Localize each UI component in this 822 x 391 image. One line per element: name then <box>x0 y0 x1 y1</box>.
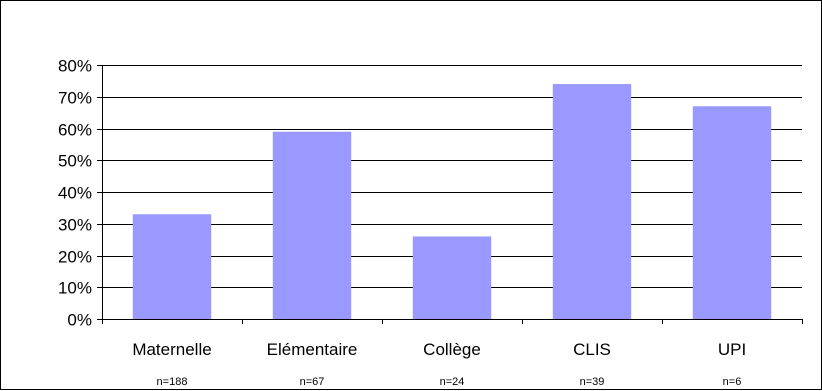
y-tick-label: 50% <box>58 152 92 171</box>
sample-size-label: n=24 <box>440 376 465 388</box>
y-tick-label: 0% <box>67 311 92 330</box>
y-tick-label: 40% <box>58 184 92 203</box>
y-tick-label: 60% <box>58 121 92 140</box>
x-category-label: Elémentaire <box>267 340 358 359</box>
bar-elémentaire <box>272 131 352 319</box>
sample-size-label: n=188 <box>157 376 188 388</box>
x-category-label: Collège <box>423 340 481 359</box>
bars <box>132 84 772 320</box>
axes <box>97 65 803 324</box>
labels: 0% 10% 20% 30% 40% 50% 60% 70% 80% Maternelle n=18… <box>58 57 746 389</box>
bar-maternelle <box>132 214 212 319</box>
bar-collège <box>412 236 492 319</box>
sample-size-label: n=67 <box>300 376 325 388</box>
x-category-label: Maternelle <box>132 340 211 359</box>
sample-size-label: n=6 <box>723 376 742 388</box>
x-category-label: CLIS <box>573 340 611 359</box>
x-category-label: UPI <box>718 340 746 359</box>
sample-size-label: n=39 <box>580 376 605 388</box>
y-tick-label: 70% <box>58 89 92 108</box>
y-tick-label: 30% <box>58 216 92 235</box>
bar-clis <box>552 84 632 319</box>
y-tick-label: 10% <box>58 279 92 298</box>
y-tick-label: 20% <box>58 248 92 267</box>
gridlines <box>102 65 802 288</box>
y-tick-label: 80% <box>58 57 92 76</box>
bar-upi <box>692 106 772 320</box>
